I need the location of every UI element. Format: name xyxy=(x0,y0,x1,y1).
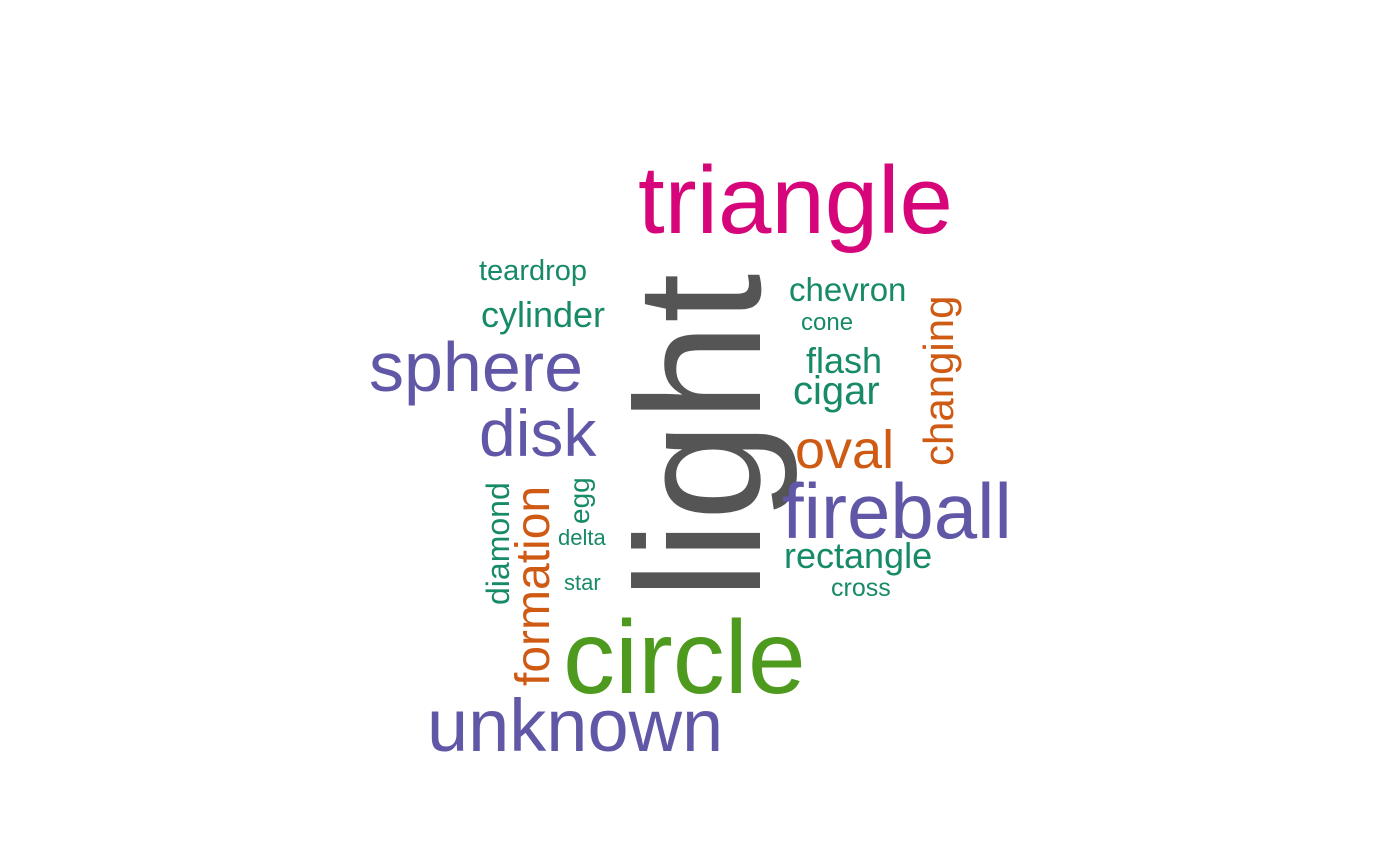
word-circle: circle xyxy=(563,600,806,716)
word-cross: cross xyxy=(831,574,891,602)
word-egg: egg xyxy=(564,477,595,524)
word-chevron: chevron xyxy=(789,271,907,308)
word-formation: formation xyxy=(507,485,560,686)
word-light: light xyxy=(599,273,798,600)
word-diamond: diamond xyxy=(480,482,516,605)
word-triangle: triangle xyxy=(638,147,953,254)
word-flash: flash xyxy=(806,340,883,381)
word-rectangle: rectangle xyxy=(784,535,933,576)
word-oval: oval xyxy=(795,420,895,480)
word-cylinder: cylinder xyxy=(481,294,606,335)
word-fireball: fireball xyxy=(782,467,1012,555)
word-cigar: cigar xyxy=(793,369,880,413)
word-changing: changing xyxy=(915,295,962,466)
word-teardrop: teardrop xyxy=(479,255,588,287)
word-sphere: sphere xyxy=(369,328,584,406)
word-star: star xyxy=(564,570,601,595)
word-disk: disk xyxy=(479,396,597,470)
word-delta: delta xyxy=(558,525,606,550)
word-unknown: unknown xyxy=(427,684,724,767)
word-cone: cone xyxy=(801,309,854,336)
